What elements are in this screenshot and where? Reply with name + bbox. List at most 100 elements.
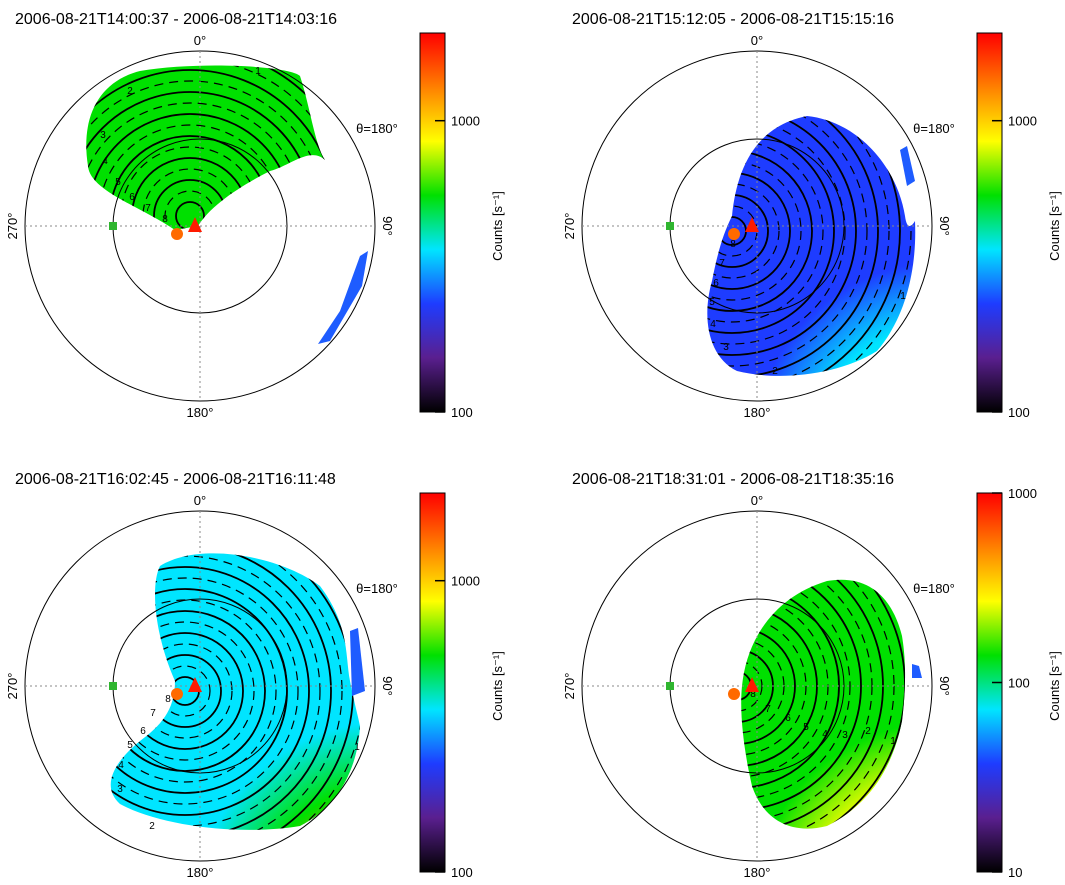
marker <box>109 682 117 690</box>
marker <box>912 664 922 678</box>
contour-label: 2 <box>149 821 155 832</box>
panel-title: 2006-08-21T15:12:05 - 2006-08-21T15:15:1… <box>572 11 894 28</box>
colorbar-label: Counts [s⁻¹] <box>490 191 505 261</box>
colorbar-tick-label: 1000 <box>451 574 480 589</box>
contour-label: 7 <box>719 258 725 269</box>
contour-line <box>110 610 266 772</box>
marker <box>350 628 365 696</box>
contour-label: 2 <box>127 86 133 97</box>
theta-label: θ=180° <box>913 121 955 136</box>
angle-label: 180° <box>744 865 771 880</box>
contour-line <box>110 553 332 830</box>
contour-line <box>741 616 807 756</box>
contour-label: 5 <box>115 177 121 188</box>
contour-label: 4 <box>822 729 828 740</box>
colorbar-label: Counts [s⁻¹] <box>490 651 505 721</box>
contour-line <box>175 201 205 230</box>
contour-label: 3 <box>842 730 848 741</box>
contour-label: 1 <box>900 291 906 302</box>
contour-label: 8 <box>730 239 736 250</box>
colorbar-tick-label: 1000 <box>451 114 480 129</box>
marker <box>728 228 740 240</box>
contour-line <box>707 116 868 367</box>
colorbar-tick-label: 1000 <box>1008 114 1037 129</box>
marker <box>109 222 117 230</box>
contour-label: 7 <box>150 708 156 719</box>
panel: 2006-08-21T14:00:37 - 2006-08-21T14:03:1… <box>5 11 505 420</box>
contour-label: 6 <box>140 726 146 737</box>
contour-label: 4 <box>118 760 124 771</box>
theta-label: θ=180° <box>356 121 398 136</box>
marker <box>318 251 368 344</box>
contour-line <box>86 69 325 230</box>
panel: 2006-08-21T15:12:05 - 2006-08-21T15:15:1… <box>562 11 1062 420</box>
contour-label: 7 <box>145 203 151 214</box>
panel-title: 2006-08-21T18:31:01 - 2006-08-21T18:35:1… <box>572 471 894 488</box>
intensity-region <box>110 553 360 830</box>
angle-label: 90° <box>380 676 395 696</box>
marker <box>900 146 915 186</box>
panel: 2006-08-21T18:31:01 - 2006-08-21T18:35:1… <box>562 471 1062 880</box>
contour-line <box>741 579 862 811</box>
marker <box>171 688 183 700</box>
angle-label: 180° <box>187 865 214 880</box>
marker <box>171 228 183 240</box>
contour-line <box>707 116 857 356</box>
theta-label: θ=180° <box>913 581 955 596</box>
panel-title: 2006-08-21T14:00:37 - 2006-08-21T14:03:1… <box>15 11 337 28</box>
angle-label: 0° <box>751 33 763 48</box>
contour-label: 3 <box>117 784 123 795</box>
angle-label: 180° <box>744 405 771 420</box>
contour-label: 8 <box>162 214 168 225</box>
contour-line <box>86 80 325 230</box>
contour-label: 6 <box>129 192 135 203</box>
contour-label: 2 <box>772 366 778 377</box>
contour-label: 1 <box>255 66 261 77</box>
angle-label: 0° <box>194 33 206 48</box>
colorbar-label: Counts [s⁻¹] <box>1047 651 1062 721</box>
contour-line <box>110 553 343 830</box>
marker <box>745 677 759 692</box>
contour-line <box>137 643 233 739</box>
contour-label: 1 <box>890 736 896 747</box>
colorbar-tick-label: 1000 <box>1008 486 1037 501</box>
contour-line <box>110 577 299 805</box>
colorbar-tick-label: 100 <box>1008 676 1030 691</box>
colorbar <box>976 32 1003 413</box>
angle-label: 270° <box>5 213 20 240</box>
marker <box>666 222 674 230</box>
marker <box>666 682 674 690</box>
angle-label: 0° <box>194 493 206 508</box>
contour-line <box>707 183 780 279</box>
angle-label: 90° <box>937 676 952 696</box>
angle-label: 90° <box>937 216 952 236</box>
marker <box>728 688 740 700</box>
angle-label: 270° <box>5 673 20 700</box>
colorbar-label: Counts [s⁻¹] <box>1047 191 1062 261</box>
intensity-region <box>86 65 325 230</box>
contour-label: 5 <box>803 722 809 733</box>
colorbar <box>419 492 446 873</box>
contour-label: 3 <box>723 342 729 353</box>
contour-label: 5 <box>127 740 133 751</box>
contour-label: 8 <box>750 689 756 700</box>
angle-label: 90° <box>380 216 395 236</box>
contour-label: 3 <box>100 130 106 141</box>
colorbar-tick-label: 100 <box>451 865 473 880</box>
contour-line <box>741 627 796 745</box>
angle-label: 270° <box>562 213 577 240</box>
marker <box>745 217 759 232</box>
colorbar <box>419 32 446 413</box>
contour-label: 2 <box>865 726 871 737</box>
panel: 2006-08-21T16:02:45 - 2006-08-21T16:11:4… <box>5 471 505 880</box>
angle-label: 270° <box>562 673 577 700</box>
contour-line <box>707 116 890 376</box>
angle-label: 0° <box>751 493 763 508</box>
angle-label: 180° <box>187 405 214 420</box>
colorbar-tick-label: 10 <box>1008 865 1022 880</box>
contour-line <box>707 116 901 376</box>
contour-label: 6 <box>713 278 719 289</box>
theta-label: θ=180° <box>356 581 398 596</box>
contour-line <box>707 116 912 376</box>
